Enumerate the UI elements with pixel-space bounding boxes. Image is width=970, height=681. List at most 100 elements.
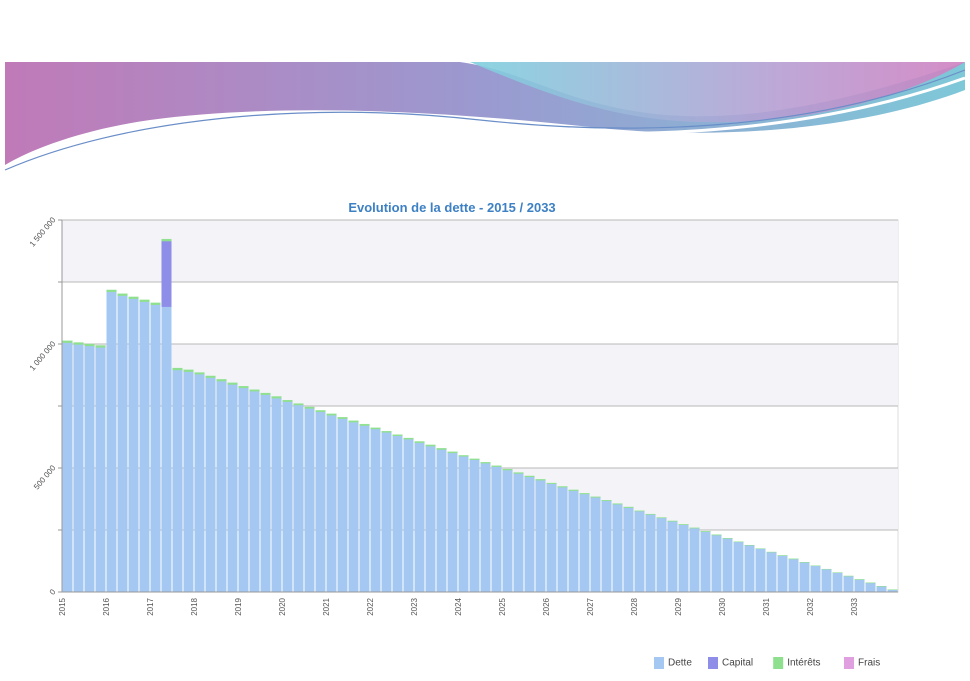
bar-segment (73, 342, 84, 345)
bar-segment (282, 401, 293, 593)
bar-segment (601, 500, 612, 593)
bar-segment (546, 483, 557, 593)
legend-label: Intérêts (787, 658, 820, 669)
bar-segment (458, 455, 469, 457)
bar-segment (238, 387, 249, 593)
bar-segment (370, 428, 381, 593)
bar-segment (260, 394, 271, 593)
legend-label: Frais (858, 658, 880, 669)
y-tick-label: 500 000 (32, 463, 58, 491)
bar-segment (194, 372, 205, 375)
bar-segment (788, 558, 799, 593)
bar-segment (557, 487, 568, 593)
bar-segment (524, 475, 535, 478)
x-tick-label: 2022 (366, 597, 375, 615)
bar-segment (106, 291, 117, 593)
bar-segment (183, 371, 194, 593)
bar-segment (777, 555, 788, 593)
bar-segment (491, 465, 502, 467)
bar-segment (535, 479, 546, 481)
bar-segment (304, 406, 315, 409)
bar-segment (249, 391, 260, 593)
bar-segment (260, 392, 271, 395)
legend-label: Capital (722, 658, 753, 669)
bar-segment (403, 437, 414, 440)
bar-segment (447, 451, 458, 454)
bar-segment (139, 299, 150, 302)
bar-segment (436, 448, 447, 450)
legend-swatch (708, 657, 718, 669)
bar-segment (326, 413, 337, 416)
bar-segment (293, 403, 304, 406)
bar-segment (161, 238, 172, 242)
bar-segment (722, 538, 733, 593)
bar-segment (535, 480, 546, 593)
bar-segment (337, 417, 348, 419)
bar-segment (95, 347, 106, 593)
x-tick-label: 2020 (278, 597, 287, 615)
bar-segment (392, 435, 403, 593)
bar-segment (62, 342, 73, 593)
bar-segment (95, 345, 106, 348)
bar-segment (667, 521, 678, 593)
bar-segment (161, 306, 172, 593)
bar-segment (480, 463, 491, 593)
bar-segment (84, 343, 95, 347)
x-tick-label: 2015 (58, 597, 67, 615)
bar-segment (612, 504, 623, 593)
bar-segment (590, 497, 601, 593)
bar-segment (414, 442, 425, 593)
bar-segment (766, 552, 777, 593)
bar-segment (469, 459, 480, 593)
bar-segment (458, 456, 469, 593)
bar-segment (810, 565, 821, 593)
x-tick-label: 2033 (850, 597, 859, 615)
bar-segment (854, 579, 865, 593)
bar-segment (601, 499, 612, 502)
bar-segment (480, 462, 491, 464)
bar-segment (271, 398, 282, 593)
bar-segment (205, 377, 216, 593)
bar-segment (117, 295, 128, 593)
bar-segment (172, 369, 183, 593)
bar-segment (227, 382, 238, 385)
bar-segment (128, 298, 139, 593)
bar-segment (744, 545, 755, 593)
bar-segment (612, 503, 623, 505)
bar-segment (634, 511, 645, 593)
bar-segment (447, 452, 458, 593)
bar-segment (403, 439, 414, 593)
bar-segment (502, 468, 513, 471)
bar-segment (150, 304, 161, 593)
x-tick-label: 2027 (586, 597, 595, 615)
bar-segment (62, 340, 73, 343)
bar-segment (271, 396, 282, 399)
bar-segment (513, 473, 524, 593)
x-tick-label: 2021 (322, 597, 331, 615)
bar-segment (700, 531, 711, 593)
plot: 0 500 000 1 000 000 1 500 000 2015 2016 2017 20… (28, 215, 898, 669)
bar-segment (821, 569, 832, 593)
bar-segment (337, 418, 348, 593)
bar-segment (568, 489, 579, 491)
x-tick-label: 2017 (146, 597, 155, 615)
bar-segment (315, 411, 326, 593)
bar-segment (216, 380, 227, 593)
bar-segment (832, 572, 843, 593)
x-tick-label: 2016 (102, 597, 111, 615)
header-banner (4, 62, 966, 174)
bar-segment (84, 345, 95, 593)
bar-segment (381, 432, 392, 593)
bar-segment (425, 445, 436, 593)
bar-segment (392, 434, 403, 437)
y-tick-label: 1 500 000 (28, 215, 58, 248)
x-tick-label: 2028 (630, 597, 639, 615)
grid-band (62, 220, 898, 282)
x-tick-label: 2018 (190, 597, 199, 615)
bar-segment (579, 493, 590, 593)
bar-segment (689, 528, 700, 593)
bar-segment (546, 482, 557, 484)
bar-segment (227, 384, 238, 593)
bar-segment (623, 506, 634, 508)
bar-segment (172, 367, 183, 371)
